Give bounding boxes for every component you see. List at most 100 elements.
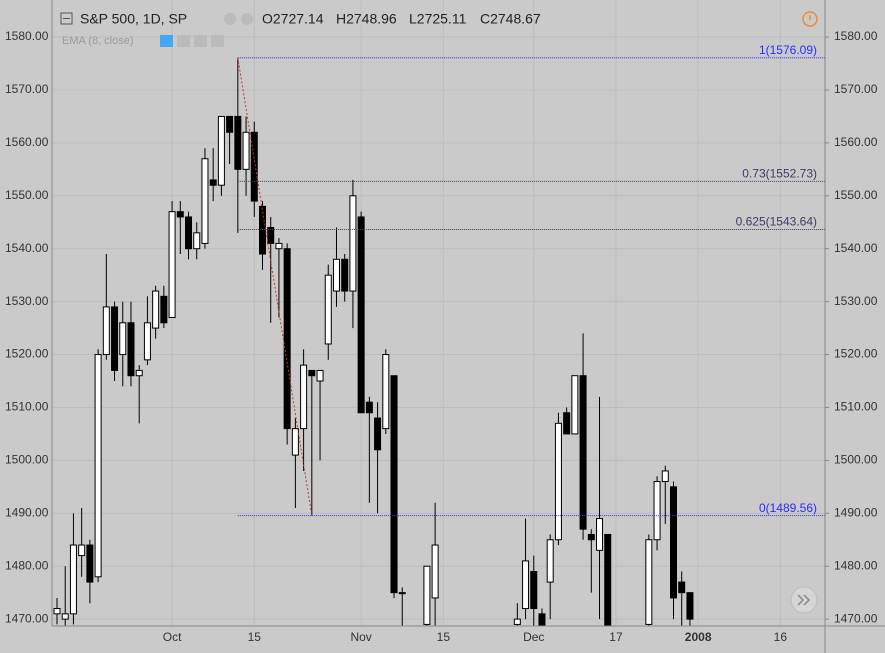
x-tick-label: 16 [774, 630, 788, 644]
low-label: L2725.11 [409, 11, 467, 27]
eye-button[interactable] [224, 13, 236, 25]
fib-label: 0.625(1543.64) [736, 215, 817, 229]
candle-body [185, 216, 193, 250]
x-tick-label: 2008 [685, 630, 712, 644]
y-tick-label: 1520.00 [5, 347, 49, 361]
x-tick-label: 15 [248, 630, 262, 644]
candle-body [127, 322, 135, 377]
candle-body [234, 115, 242, 170]
x-tick-label: 15 [437, 630, 451, 644]
candle-body [596, 518, 604, 551]
candle-body [398, 592, 406, 595]
y-tick-label: 1480.00 [5, 558, 49, 572]
candle-body [423, 565, 431, 625]
legend: S&P 500, 1D, SP O2727.14 H2748.96 L2725.… [60, 11, 541, 47]
candle-body [94, 354, 102, 578]
candle-body [382, 354, 390, 430]
x-tick-label: 17 [609, 630, 623, 644]
candle-body [201, 158, 209, 244]
y-tick-label: 1540.00 [5, 241, 49, 255]
y-tick-label: 1520.00 [834, 347, 878, 361]
candle-body [86, 544, 94, 583]
y-tick-label: 1500.00 [5, 453, 49, 467]
candle-body [522, 560, 530, 610]
candle-body [332, 258, 340, 292]
candle-body [226, 115, 234, 133]
candle-body [267, 227, 275, 244]
settings-button[interactable] [177, 35, 190, 47]
candle-body [571, 375, 579, 435]
candle-body [119, 322, 127, 356]
y-tick-label: 1560.00 [5, 135, 49, 149]
settings-button[interactable] [241, 13, 253, 25]
y-tick-label: 1510.00 [834, 400, 878, 414]
candle-body [365, 401, 373, 414]
candle-body [546, 539, 554, 583]
candle-body [168, 211, 176, 318]
candle-body [283, 248, 291, 430]
y-tick-label: 1540.00 [834, 241, 878, 255]
candle-body [349, 195, 357, 292]
candle-body [661, 470, 669, 483]
candle-body [554, 422, 562, 541]
candle-body [431, 544, 439, 599]
candle-body [670, 486, 677, 599]
collapse-toggle[interactable] [60, 12, 73, 25]
candle-body [686, 592, 694, 620]
candle-body [513, 618, 521, 625]
y-tick-label: 1560.00 [834, 135, 878, 149]
y-tick-label: 1470.00 [834, 611, 878, 625]
y-tick-label: 1550.00 [5, 188, 49, 202]
x-tick-label: Oct [163, 630, 182, 644]
candle-body [176, 211, 184, 218]
icon [797, 594, 811, 606]
fib-label: 0(1489.56) [759, 501, 817, 515]
alert-icon[interactable] [802, 11, 818, 27]
candle-body [143, 322, 151, 361]
candle-body [538, 613, 546, 626]
symbol-title: S&P 500, 1D, SP [80, 11, 187, 27]
candle-body [217, 115, 225, 186]
plot [53, 57, 825, 626]
candle-body [300, 364, 308, 430]
candle-body [645, 539, 653, 625]
close-label: C2748.67 [480, 11, 541, 27]
y-tick-label: 1490.00 [834, 505, 878, 519]
candle-body [530, 570, 538, 610]
candle-body [259, 205, 266, 255]
y-tick-label: 1530.00 [834, 294, 878, 308]
visibility-button[interactable] [160, 35, 173, 47]
candle-body [324, 274, 332, 345]
y-tick-label: 1500.00 [834, 453, 878, 467]
y-tick-label: 1570.00 [834, 82, 878, 96]
y-tick-label: 1580.00 [834, 29, 878, 43]
candle-body [61, 613, 69, 620]
candle-body [653, 481, 661, 541]
candle-body [102, 306, 110, 356]
y-tick-label: 1510.00 [5, 400, 49, 414]
y-tick-label: 1470.00 [5, 611, 49, 625]
candle-body [242, 131, 250, 170]
candle-body [135, 369, 143, 377]
candle-body [193, 232, 201, 250]
candle-body [111, 306, 119, 371]
y-tick-label: 1530.00 [5, 294, 49, 308]
remove-button[interactable] [211, 35, 224, 47]
candle-body [53, 608, 61, 615]
candle-body [291, 428, 299, 456]
x-tick-label: Dec [523, 630, 544, 644]
candle-body [374, 417, 382, 451]
y-tick-label: 1490.00 [5, 505, 49, 519]
y-tick-label: 1550.00 [834, 188, 878, 202]
candle-body [78, 544, 86, 557]
candle-body [587, 533, 595, 541]
candle-body [390, 375, 398, 594]
candle-body [209, 179, 217, 186]
y-tick-label: 1580.00 [5, 29, 49, 43]
add-button[interactable] [194, 35, 207, 47]
candle-body [69, 544, 77, 615]
candle-body [308, 369, 316, 377]
candle-body [152, 290, 160, 329]
